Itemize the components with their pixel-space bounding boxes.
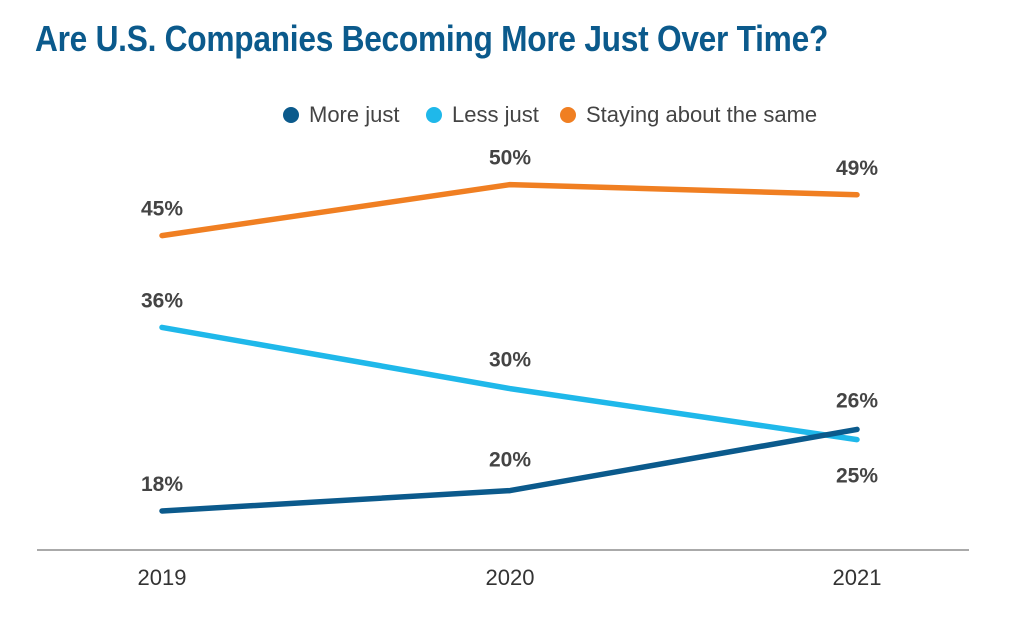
data-label-less-just-2021: 25% bbox=[836, 465, 878, 488]
legend-item-less-just: Less just bbox=[426, 100, 539, 130]
data-label-staying-same-2020: 50% bbox=[489, 147, 531, 170]
legend-dot-staying-same bbox=[560, 107, 576, 123]
legend-label-more-just: More just bbox=[309, 102, 400, 127]
series-line-staying-same bbox=[159, 181, 860, 239]
legend-label-less-just: Less just bbox=[452, 102, 539, 127]
series-line-less-just bbox=[159, 324, 860, 443]
data-label-less-just-2020: 30% bbox=[489, 349, 531, 372]
legend-dot-more-just bbox=[283, 107, 299, 123]
legend-item-staying-same: Staying about the same bbox=[560, 100, 817, 130]
x-tick-label-2019: 2019 bbox=[138, 565, 187, 590]
data-label-staying-same-2021: 49% bbox=[836, 157, 878, 180]
data-label-less-just-2019: 36% bbox=[141, 289, 183, 312]
data-label-staying-same-2019: 45% bbox=[141, 198, 183, 221]
data-label-more-just-2020: 20% bbox=[489, 449, 531, 472]
data-label-more-just-2021: 26% bbox=[836, 389, 878, 412]
x-tick-label-2021: 2021 bbox=[833, 565, 882, 590]
legend-item-more-just: More just bbox=[283, 100, 399, 130]
legend: More just Less just Staying about the sa… bbox=[0, 100, 1024, 130]
x-tick-label-2020: 2020 bbox=[486, 565, 535, 590]
legend-label-staying-same: Staying about the same bbox=[586, 102, 818, 127]
data-label-more-just-2019: 18% bbox=[141, 473, 183, 496]
legend-dot-less-just bbox=[426, 107, 442, 123]
series-line-more-just bbox=[159, 426, 860, 514]
chart-title: Are U.S. Companies Becoming More Just Ov… bbox=[35, 18, 829, 59]
